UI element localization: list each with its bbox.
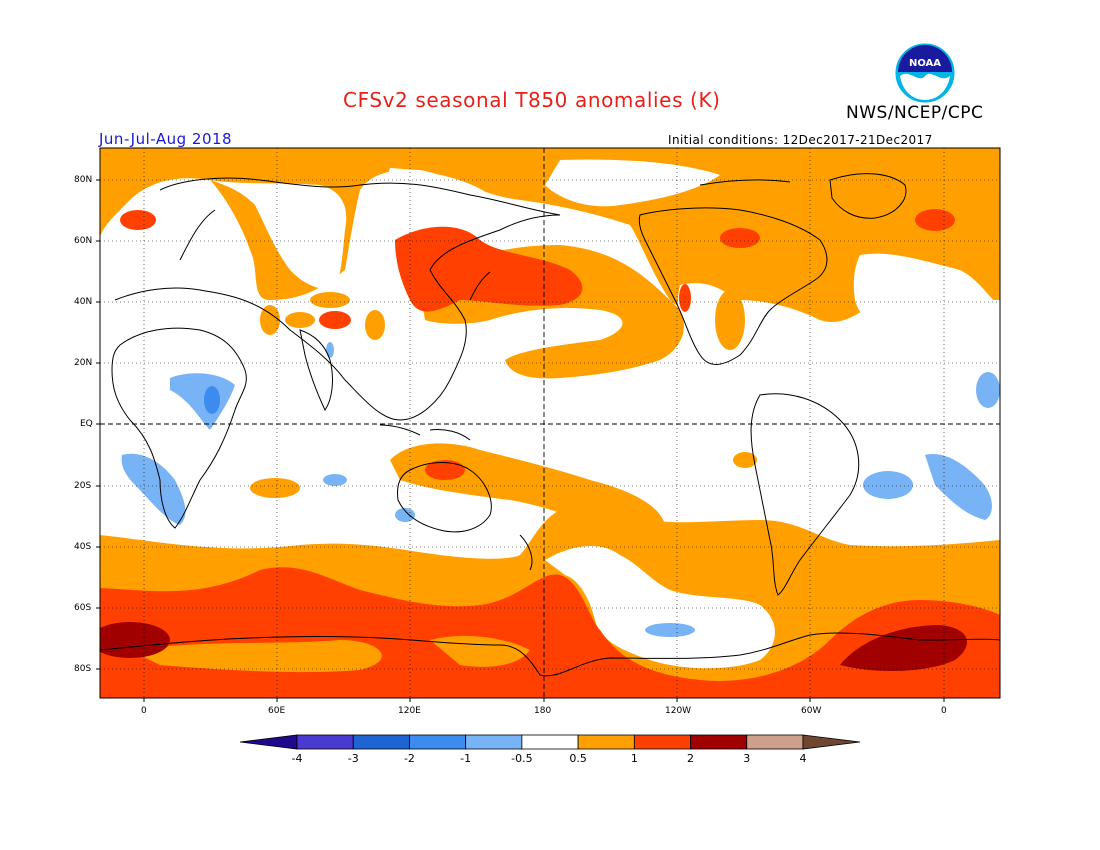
lat-label-eq: EQ bbox=[80, 419, 93, 429]
colorbar-tick-label: 3 bbox=[743, 752, 751, 765]
lon-label-120e: 120E bbox=[398, 706, 421, 716]
noaa-logo-icon: NOAA bbox=[894, 42, 956, 104]
lon-label-120w: 120W bbox=[665, 706, 692, 716]
lat-label-40s: 40S bbox=[74, 542, 92, 552]
lat-label-80n: 80N bbox=[74, 175, 93, 185]
colorbar-tick-label: -0.5 bbox=[511, 752, 533, 765]
red-anomaly-pacific bbox=[395, 226, 583, 312]
colorbar-tick-label: -3 bbox=[347, 752, 359, 765]
noaa-logo-text: NOAA bbox=[909, 58, 941, 69]
colorbar-tick-label: 2 bbox=[687, 752, 695, 765]
lon-label-0: 0 bbox=[141, 706, 147, 716]
lat-label-20n: 20N bbox=[74, 358, 93, 368]
lat-label-20s: 20S bbox=[74, 481, 92, 491]
cool-anomaly-africa bbox=[170, 373, 235, 430]
coastlines bbox=[100, 173, 1000, 677]
initial-conditions: Initial conditions: 12Dec2017-21Dec2017 bbox=[668, 133, 933, 147]
agency-label: NWS/NCEP/CPC bbox=[846, 103, 984, 123]
map-title: CFSv2 seasonal T850 anomalies (K) bbox=[343, 88, 721, 112]
lon-label-60e: 60E bbox=[268, 706, 286, 716]
colorbar-tick-label: 0.5 bbox=[569, 752, 587, 765]
colorbar-tick-label: -2 bbox=[403, 752, 415, 765]
lon-label-60w: 60W bbox=[801, 706, 822, 716]
lat-label-60n: 60N bbox=[74, 236, 93, 246]
lon-label-0-east: 0 bbox=[941, 706, 947, 716]
colorbar-tick-label: -4 bbox=[291, 752, 303, 765]
lat-label-80s: 80S bbox=[74, 664, 92, 674]
colorbar-tick-label: 1 bbox=[630, 752, 638, 765]
colorbar-tick-label: -1 bbox=[460, 752, 472, 765]
lat-label-60s: 60S bbox=[74, 603, 92, 613]
lat-label-40n: 40N bbox=[74, 297, 93, 307]
lon-label-180: 180 bbox=[534, 706, 552, 716]
colorbar-tick-label: 4 bbox=[799, 752, 807, 765]
forecast-period: Jun-Jul-Aug 2018 bbox=[99, 130, 233, 148]
